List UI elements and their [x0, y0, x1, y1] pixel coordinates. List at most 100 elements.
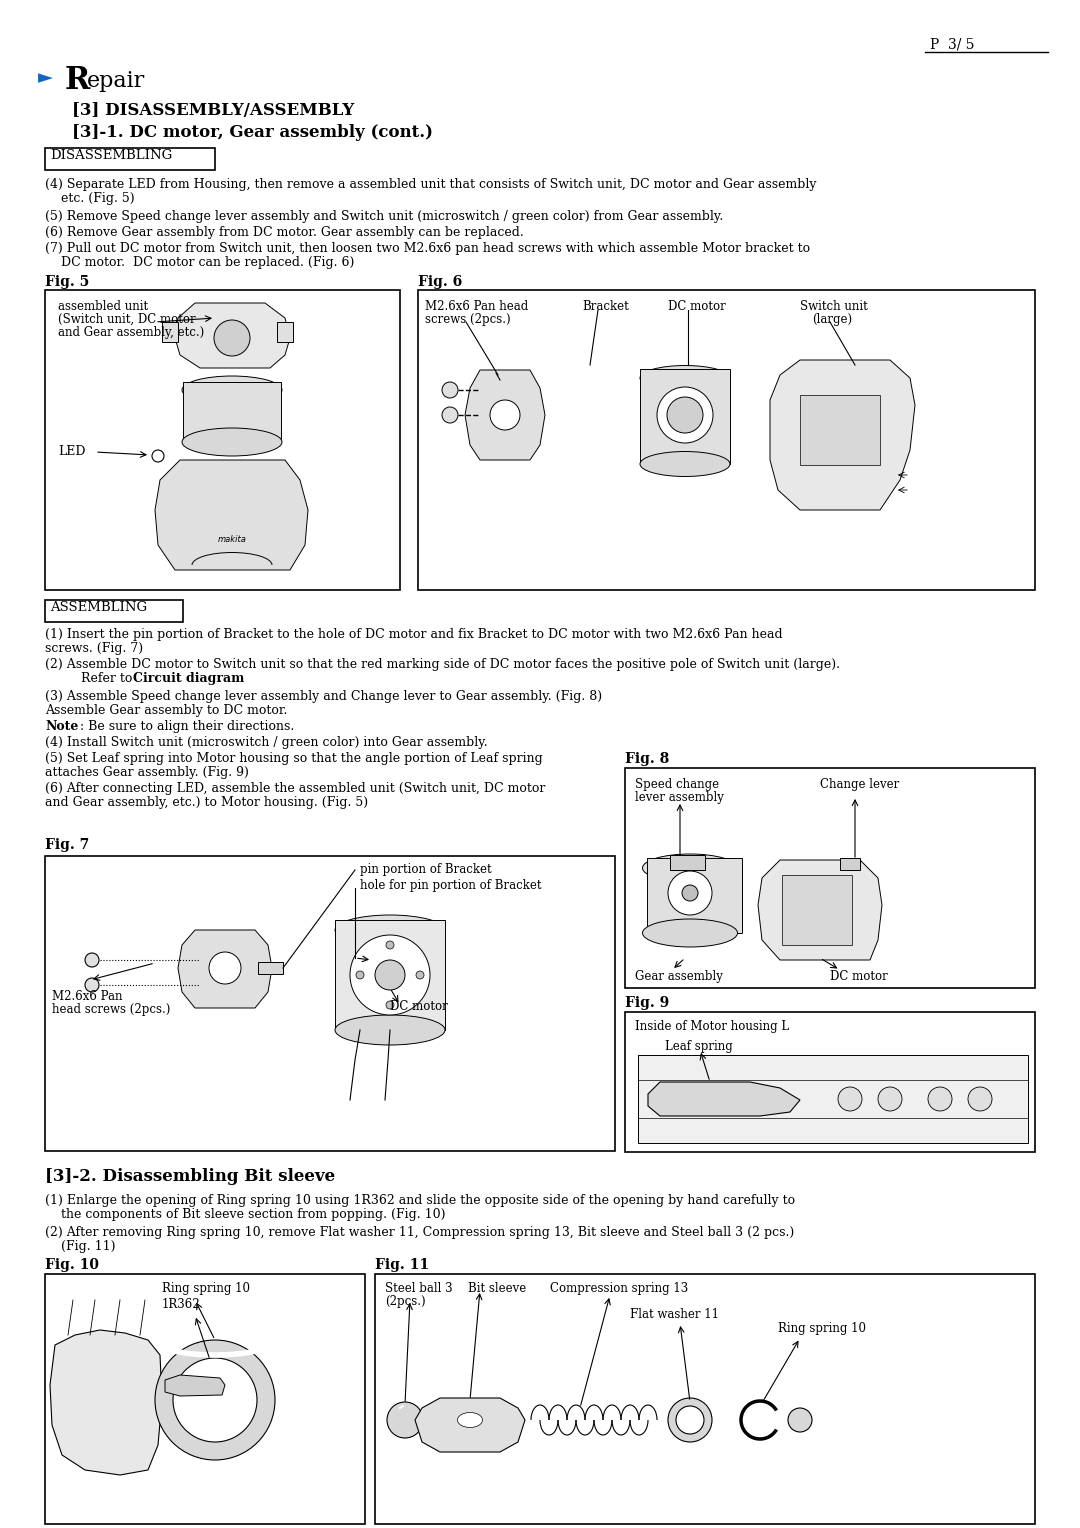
Text: Inside of Motor housing L: Inside of Motor housing L [635, 1021, 789, 1033]
Text: DC motor: DC motor [390, 999, 448, 1013]
Ellipse shape [640, 365, 730, 391]
Circle shape [838, 1086, 862, 1111]
Circle shape [657, 387, 713, 443]
Text: ►: ► [38, 69, 53, 87]
Text: the components of Bit sleeve section from popping. (Fig. 10): the components of Bit sleeve section fro… [60, 1209, 446, 1221]
Polygon shape [175, 303, 291, 368]
Text: attaches Gear assembly. (Fig. 9): attaches Gear assembly. (Fig. 9) [45, 766, 248, 779]
Text: (5) Set Leaf spring into Motor housing so that the angle portion of Leaf spring: (5) Set Leaf spring into Motor housing s… [45, 752, 543, 766]
Polygon shape [165, 1375, 225, 1397]
Polygon shape [178, 931, 272, 1008]
Circle shape [85, 953, 99, 967]
Text: Fig. 10: Fig. 10 [45, 1258, 99, 1271]
Text: P  3/ 5: P 3/ 5 [930, 38, 974, 52]
Bar [670, 856, 705, 869]
Text: [3] DISASSEMBLY/ASSEMBLY: [3] DISASSEMBLY/ASSEMBLY [72, 102, 354, 119]
Bar [638, 1054, 1028, 1143]
Text: (4) Separate LED from Housing, then remove a assembled unit that consists of Swi: (4) Separate LED from Housing, then remo… [45, 177, 816, 191]
Circle shape [968, 1086, 993, 1111]
Text: Circuit diagram: Circuit diagram [133, 672, 244, 685]
Circle shape [442, 382, 458, 397]
Bar [45, 601, 183, 622]
Bar [640, 368, 730, 465]
Text: Fig. 6: Fig. 6 [418, 275, 462, 289]
Circle shape [356, 970, 364, 979]
Text: Fig. 11: Fig. 11 [375, 1258, 429, 1271]
Circle shape [152, 451, 164, 461]
Text: DC motor: DC motor [669, 299, 726, 313]
Polygon shape [465, 370, 545, 460]
Circle shape [387, 1403, 423, 1438]
Text: (3) Assemble Speed change lever assembly and Change lever to Gear assembly. (Fig: (3) Assemble Speed change lever assembly… [45, 691, 603, 703]
Bar [276, 322, 293, 342]
Circle shape [490, 400, 519, 429]
Circle shape [350, 935, 430, 1015]
Ellipse shape [183, 428, 282, 455]
Ellipse shape [183, 376, 282, 403]
Text: (2) Assemble DC motor to Switch unit so that the red marking side of DC motor fa: (2) Assemble DC motor to Switch unit so … [45, 659, 840, 671]
Polygon shape [415, 1398, 525, 1452]
Text: epair: epair [87, 70, 145, 92]
Text: Fig. 5: Fig. 5 [45, 275, 90, 289]
Text: pin portion of Bracket: pin portion of Bracket [360, 863, 491, 876]
Text: (6) Remove Gear assembly from DC motor. Gear assembly can be replaced.: (6) Remove Gear assembly from DC motor. … [45, 226, 524, 238]
Text: Note: Note [45, 720, 79, 733]
Bar [45, 148, 215, 170]
Text: and Gear assembly, etc.): and Gear assembly, etc.) [58, 325, 204, 339]
Text: (2pcs.): (2pcs.) [384, 1296, 426, 1308]
Text: (large): (large) [812, 313, 852, 325]
Text: Bit sleeve: Bit sleeve [468, 1282, 526, 1296]
Bar [647, 859, 742, 934]
Text: (7) Pull out DC motor from Switch unit, then loosen two M2.6x6 pan head screws w: (7) Pull out DC motor from Switch unit, … [45, 241, 810, 255]
Text: (2) After removing Ring spring 10, remove Flat washer 11, Compression spring 13,: (2) After removing Ring spring 10, remov… [45, 1225, 794, 1239]
Ellipse shape [458, 1412, 483, 1427]
Text: etc. (Fig. 5): etc. (Fig. 5) [60, 193, 135, 205]
Text: Fig. 8: Fig. 8 [625, 752, 670, 766]
Text: Ring spring 10: Ring spring 10 [162, 1282, 249, 1296]
Circle shape [214, 319, 249, 356]
Text: Fig. 9: Fig. 9 [625, 996, 670, 1010]
Text: and Gear assembly, etc.) to Motor housing. (Fig. 5): and Gear assembly, etc.) to Motor housin… [45, 796, 368, 808]
Text: M2.6x6 Pan: M2.6x6 Pan [52, 990, 122, 1002]
Text: M2.6x6 Pan head: M2.6x6 Pan head [426, 299, 528, 313]
Text: Ring spring 10: Ring spring 10 [778, 1322, 866, 1335]
Polygon shape [156, 460, 308, 570]
Ellipse shape [335, 1015, 445, 1045]
Circle shape [416, 970, 424, 979]
Polygon shape [50, 1329, 162, 1475]
Text: Assemble Gear assembly to DC motor.: Assemble Gear assembly to DC motor. [45, 704, 287, 717]
Text: 1R362: 1R362 [162, 1297, 201, 1311]
Circle shape [386, 1001, 394, 1008]
Bar [375, 1274, 1035, 1523]
Text: .: . [218, 672, 222, 685]
Text: screws. (Fig. 7): screws. (Fig. 7) [45, 642, 144, 656]
Ellipse shape [643, 854, 738, 882]
Text: (1) Enlarge the opening of Ring spring 10 using 1R362 and slide the opposite sid: (1) Enlarge the opening of Ring spring 1… [45, 1193, 795, 1207]
Circle shape [386, 941, 394, 949]
Bar [840, 859, 860, 869]
Circle shape [878, 1086, 902, 1111]
Bar [800, 396, 880, 465]
Text: (Switch unit, DC motor: (Switch unit, DC motor [58, 313, 195, 325]
Polygon shape [648, 1082, 800, 1115]
Circle shape [375, 960, 405, 990]
Text: makita: makita [217, 535, 246, 544]
Bar [45, 290, 400, 590]
Text: Fig. 7: Fig. 7 [45, 837, 90, 853]
Text: (Fig. 11): (Fig. 11) [60, 1241, 116, 1253]
Circle shape [210, 952, 241, 984]
Circle shape [681, 885, 698, 902]
Text: R: R [65, 66, 91, 96]
Circle shape [669, 871, 712, 915]
Bar [782, 876, 852, 944]
Bar [258, 963, 283, 973]
Text: ASSEMBLING: ASSEMBLING [50, 601, 147, 614]
Ellipse shape [640, 451, 730, 477]
Bar [335, 920, 445, 1030]
Circle shape [85, 978, 99, 992]
Bar [183, 382, 281, 442]
Polygon shape [770, 361, 915, 510]
Bar [625, 1012, 1035, 1152]
Bar [625, 769, 1035, 989]
Bar [418, 290, 1035, 590]
